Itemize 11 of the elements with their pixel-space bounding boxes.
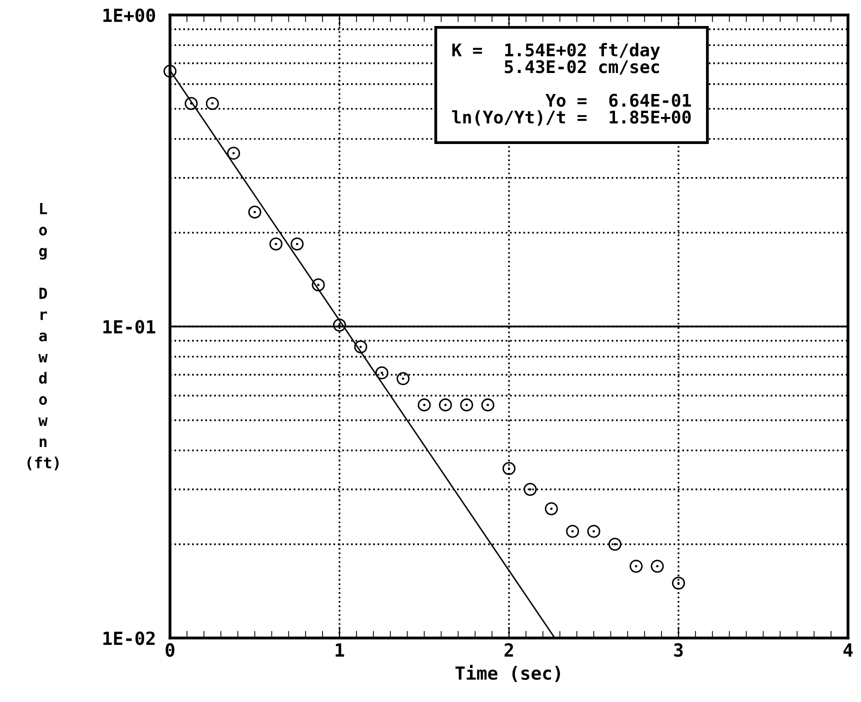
y-tick-label: 1E-02 [103, 631, 155, 646]
annotation: K = 1.54E+02 ft/day 5.43E-02 cm/sec Yo = 6.64E-01 ln(Yo/Yt)/t = 1.85E+00 [452, 43, 691, 126]
x-axis-title: Time (sec) [455, 664, 560, 682]
x-tick-label: 4 [843, 643, 853, 657]
x-tick-label: 3 [674, 643, 683, 657]
text: Log Drawdown (ft) [28, 203, 59, 470]
x-tick-label: 0 [166, 643, 174, 657]
x-tick-label: 2 [504, 643, 513, 657]
x-tick-label: 1 [336, 643, 344, 657]
y-tick-label: 1E+00 [103, 8, 156, 22]
y-tick-label: 1E-01 [103, 320, 156, 334]
